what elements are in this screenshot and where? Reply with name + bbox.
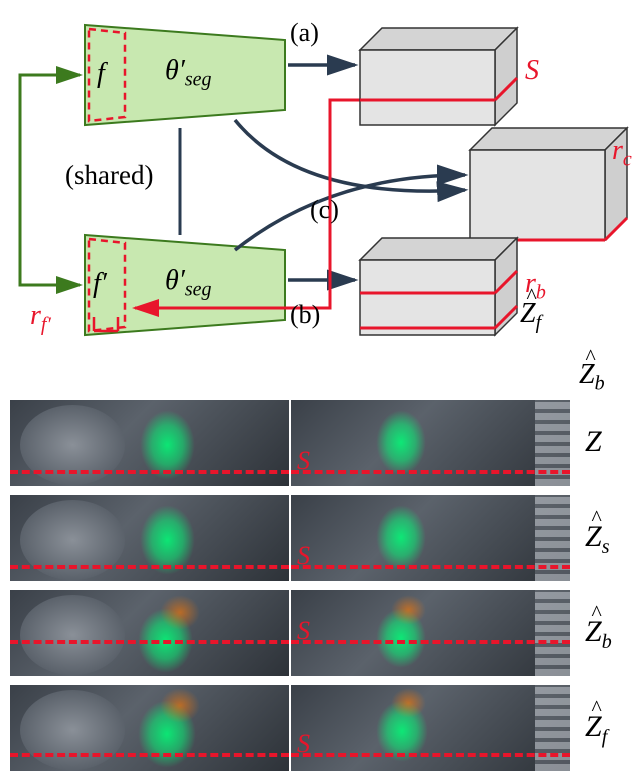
example-images: S Z S Zs S Zb xyxy=(10,400,630,771)
s-marker: S xyxy=(297,616,310,646)
box-zb-label: Zb xyxy=(579,359,605,390)
image-row: S Zf xyxy=(10,685,570,771)
rb-label: rb xyxy=(525,268,546,305)
label-b: (b) xyxy=(290,300,320,330)
s-label-zs: S xyxy=(525,55,539,87)
s-marker: S xyxy=(297,446,310,476)
image-row: S Zs xyxy=(10,495,570,581)
s-marker: S xyxy=(297,541,310,571)
image-panel-right: S xyxy=(291,590,570,676)
row-label-zb: Zb xyxy=(585,615,612,654)
image-panel-right: S xyxy=(291,400,570,486)
label-a: (a) xyxy=(290,18,319,48)
row-label-z: Z xyxy=(585,425,602,459)
image-panel-left xyxy=(10,400,289,486)
label-c: (c) xyxy=(310,195,339,225)
image-panel-left xyxy=(10,495,289,581)
image-panel-left xyxy=(10,685,289,771)
image-panel-right: S xyxy=(291,685,570,771)
image-panel-left xyxy=(10,590,289,676)
s-marker: S xyxy=(297,729,310,759)
architecture-diagram: f θ′seg f′ θ′seg (shared) rf′ xyxy=(0,0,640,380)
row-label-zf: Zf xyxy=(585,710,607,749)
row-label-zs: Zs xyxy=(585,520,609,559)
image-panel-right: S xyxy=(291,495,570,581)
rc-label: rc xyxy=(612,135,632,172)
image-row: S Z xyxy=(10,400,570,486)
image-row: S Zb xyxy=(10,590,570,676)
